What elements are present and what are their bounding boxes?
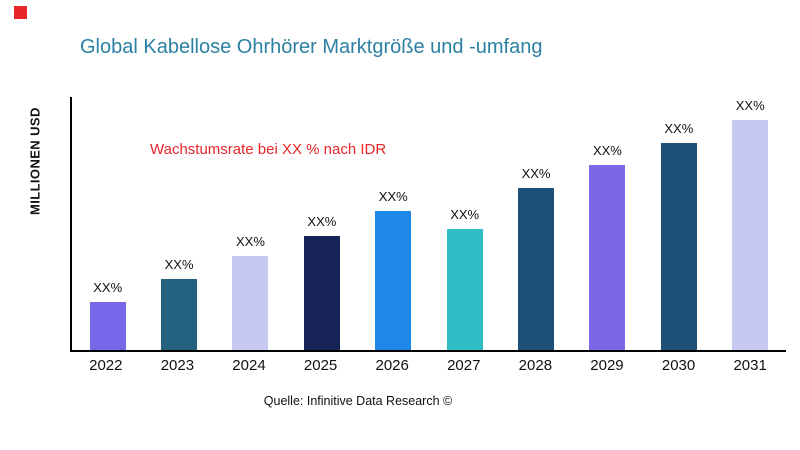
bar-slot-2030: XX% [643, 97, 714, 350]
x-tick-2024: 2024 [232, 357, 266, 374]
bar-slot-2029: XX% [572, 97, 643, 350]
bar-2029 [589, 165, 626, 350]
bar-value-label-2029: XX% [592, 143, 622, 158]
bars-container: XX% XX% XX% XX% XX% XX% XX% XX% XX% XX% [72, 97, 786, 350]
y-axis-label: MILLIONEN USD [27, 107, 43, 215]
bar-2025 [303, 236, 340, 350]
x-tick-2023: 2023 [160, 357, 195, 374]
bar-value-label-2031: XX% [735, 98, 765, 113]
bar-2026 [375, 211, 412, 350]
bar-slot-2028: XX% [501, 97, 572, 350]
chart-title: Global Kabellose Ohrhörer Marktgröße und… [80, 36, 543, 58]
bar-slot-2024: XX% [215, 97, 286, 350]
source-caption: Quelle: Infinitive Data Research © [263, 394, 453, 408]
growth-rate-annotation: Wachstumsrate bei XX % nach IDR [150, 141, 387, 158]
bar-value-label-2026: XX% [378, 189, 408, 204]
bar-value-label-2025: XX% [307, 214, 337, 229]
brand-red-square [14, 6, 27, 19]
x-tick-2031: 2031 [733, 357, 767, 374]
x-tick-2028: 2028 [518, 357, 553, 374]
x-tick-2022: 2022 [89, 357, 123, 374]
bar-slot-2026: XX% [358, 97, 429, 350]
bar-value-label-2023: XX% [164, 257, 194, 272]
bar-2022 [89, 302, 126, 350]
bar-2030 [660, 143, 697, 350]
bar-slot-2025: XX% [286, 97, 357, 350]
x-tick-2026: 2026 [375, 357, 409, 374]
x-tick-2027: 2027 [447, 357, 481, 374]
bar-value-label-2022: XX% [93, 280, 123, 295]
bar-2028 [518, 188, 555, 350]
bar-slot-2031: XX% [715, 97, 786, 350]
bar-value-label-2024: XX% [236, 234, 265, 249]
bar-value-label-2030: XX% [664, 121, 694, 136]
bar-slot-2027: XX% [429, 97, 500, 350]
bar-value-label-2027: XX% [450, 207, 480, 222]
bar-slot-2023: XX% [144, 97, 215, 350]
bar-2027 [446, 229, 483, 350]
bar-value-label-2028: XX% [521, 166, 551, 181]
x-axis-tick-labels: 2022 2023 2024 2025 2026 2027 2028 2029 2030 2031 [70, 357, 786, 374]
x-tick-2029: 2029 [590, 357, 624, 374]
bar-2024 [232, 256, 269, 350]
x-tick-2025: 2025 [303, 357, 338, 374]
bar-2023 [161, 279, 198, 350]
plot-area: Wachstumsrate bei XX % nach IDR XX% XX% XX… [70, 97, 786, 352]
x-tick-2030: 2030 [661, 357, 696, 374]
bar-slot-2022: XX% [72, 97, 143, 350]
bar-2031 [732, 120, 769, 350]
